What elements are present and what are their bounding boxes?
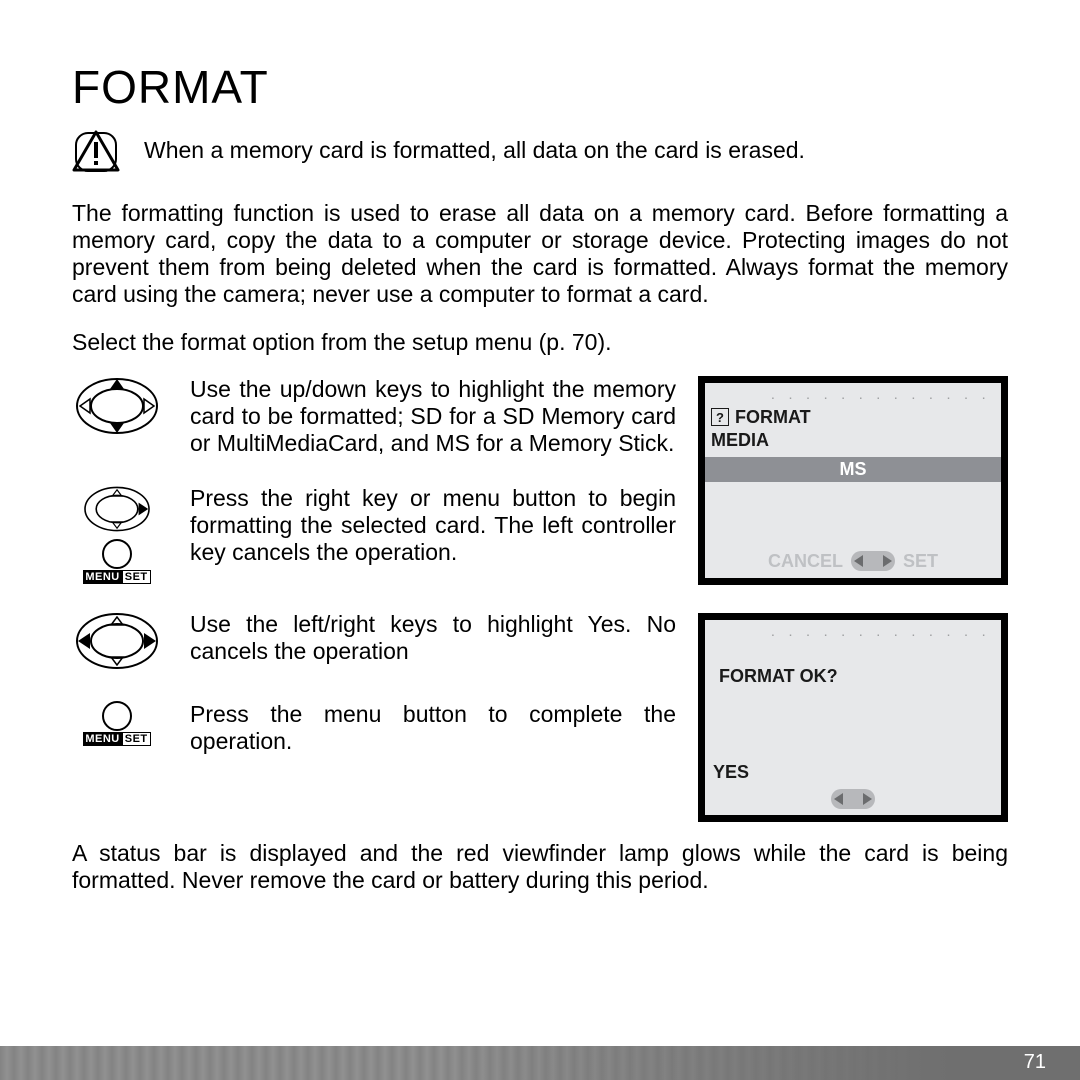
step-2-text: Press the right key or menu button to be… bbox=[190, 485, 676, 566]
lcd-media-label: MEDIA bbox=[711, 430, 995, 451]
page-footer: 71 bbox=[0, 1046, 1080, 1080]
step-1-text: Use the up/down keys to highlight the me… bbox=[190, 376, 676, 457]
menu-button-icon: MENUSET bbox=[83, 539, 150, 583]
menu-label-black: MENU bbox=[83, 732, 121, 746]
menu-label-box: SET bbox=[122, 732, 151, 746]
step-4-text: Press the menu button to complete the op… bbox=[190, 701, 676, 755]
lcd-highlight-row: MS bbox=[705, 457, 1001, 482]
left-right-icon bbox=[831, 789, 875, 809]
dpad-left-right-icon bbox=[74, 611, 160, 671]
menu-label-black: MENU bbox=[83, 570, 121, 584]
page-number: 71 bbox=[1024, 1051, 1046, 1074]
dpad-up-down-icon bbox=[74, 376, 160, 436]
menu-button-icon: MENUSET bbox=[83, 701, 150, 745]
lcd-yes: YES bbox=[713, 762, 749, 783]
left-right-icon bbox=[851, 551, 895, 571]
menu-label-box: SET bbox=[122, 570, 151, 584]
lcd-dots: . . . . . . . . . . . . . bbox=[711, 391, 995, 405]
step-2: MENUSET Press the right key or menu butt… bbox=[72, 485, 676, 583]
warning-text: When a memory card is formatted, all dat… bbox=[144, 137, 805, 164]
step-4: MENUSET Press the menu button to complet… bbox=[72, 701, 676, 755]
lcd-screen-format: . . . . . . . . . . . . . ? FORMAT MEDIA… bbox=[698, 376, 1008, 585]
lcd-cancel: CANCEL bbox=[768, 551, 843, 572]
select-instruction: Select the format option from the setup … bbox=[72, 329, 1008, 356]
warning-row: When a memory card is formatted, all dat… bbox=[72, 130, 1008, 172]
lcd-format-ok: FORMAT OK? bbox=[719, 666, 995, 687]
page-title: FORMAT bbox=[72, 60, 1008, 114]
lcd-dots: . . . . . . . . . . . . . bbox=[711, 628, 995, 642]
step-3: Use the left/right keys to highlight Yes… bbox=[72, 611, 676, 671]
step-3-text: Use the left/right keys to highlight Yes… bbox=[190, 611, 676, 665]
intro-paragraph: The formatting function is used to erase… bbox=[72, 200, 1008, 309]
lcd-set: SET bbox=[903, 551, 938, 572]
step-1: Use the up/down keys to highlight the me… bbox=[72, 376, 676, 457]
warning-icon bbox=[72, 130, 120, 172]
lcd-screen-confirm: . . . . . . . . . . . . . FORMAT OK? YES bbox=[698, 613, 1008, 822]
lcd-ms-option: MS bbox=[804, 459, 903, 480]
lcd-format-label: FORMAT bbox=[735, 407, 811, 428]
question-icon: ? bbox=[711, 408, 729, 426]
status-paragraph: A status bar is displayed and the red vi… bbox=[72, 840, 1008, 894]
dpad-right-icon bbox=[74, 485, 160, 533]
